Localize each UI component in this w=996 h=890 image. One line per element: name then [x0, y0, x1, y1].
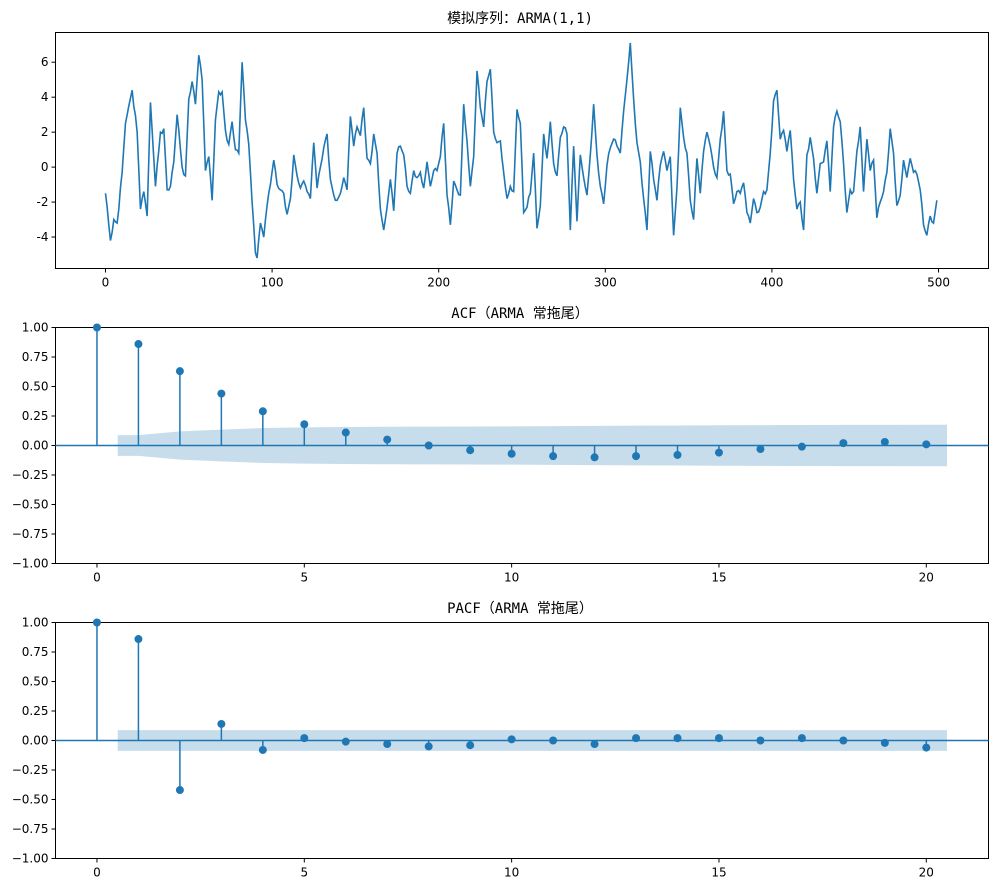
series-line [104, 42, 938, 259]
acf-point [507, 449, 516, 458]
pacf-y-tick-label: 1.00 [22, 616, 49, 630]
pacf-y-tick-label: −0.75 [12, 822, 49, 836]
series-x-tick-label: 500 [927, 276, 950, 290]
series-plot-frame [55, 32, 989, 269]
series-x-tick-label: 0 [102, 276, 110, 290]
pacf-y-tick-label: 0.50 [22, 675, 49, 689]
series-x-tick-label: 300 [594, 276, 617, 290]
acf-x-tick-label: 15 [711, 571, 726, 585]
acf-point [839, 439, 848, 448]
acf-y-tick-label: 0.25 [22, 409, 49, 423]
pacf-y-tick-label: 0.75 [22, 645, 49, 659]
pacf-x-tick-label: 20 [919, 866, 934, 880]
acf-panel: ACF（ARMA 常拖尾） 0 5 10 15 20 −1.00 −0.75 −0.50 −0.… [12, 306, 989, 585]
pacf-title: PACF（ARMA 常拖尾） [447, 601, 593, 617]
acf-y-tick-label: −1.00 [12, 557, 49, 571]
pacf-point [507, 735, 516, 744]
acf-y-tick-label: −0.25 [12, 468, 49, 482]
pacf-point [797, 734, 806, 743]
pacf-point [300, 734, 309, 743]
acf-point [756, 445, 765, 454]
acf-point [466, 446, 475, 455]
pacf-point [756, 736, 765, 745]
pacf-point [466, 741, 475, 750]
pacf-y-tick-label: −0.50 [12, 793, 49, 807]
pacf-x-tick-label: 0 [93, 866, 101, 880]
pacf-panel: PACF（ARMA 常拖尾） 0 5 10 15 20 −1.00 −0.75 −0.50 −0… [12, 601, 989, 880]
acf-y-tick-label: 0.00 [22, 439, 49, 453]
pacf-point [258, 745, 267, 754]
acf-point [341, 428, 350, 437]
acf-x-tick-label: 5 [300, 571, 308, 585]
acf-point [92, 323, 101, 332]
pacf-point [175, 786, 184, 795]
pacf-point [880, 738, 889, 747]
series-y-tick-label: 0 [41, 160, 49, 174]
series-y-tick-label: -4 [37, 230, 49, 244]
acf-point [258, 407, 267, 416]
series-axis-ticks: 0 100 200 300 400 500 -4 -2 0 2 4 6 [37, 55, 950, 289]
pacf-x-tick-label: 5 [300, 866, 308, 880]
series-y-tick-label: 6 [41, 55, 49, 69]
acf-point [590, 453, 599, 462]
pacf-point [134, 635, 143, 644]
acf-point [134, 340, 143, 349]
pacf-point [92, 618, 101, 627]
acf-point [175, 367, 184, 376]
acf-axis-ticks: 0 5 10 15 20 −1.00 −0.75 −0.50 −0.25 0.00 0.25 0.50… [12, 321, 934, 585]
pacf-x-tick-label: 15 [711, 866, 726, 880]
series-panel: 模拟序列：ARMA(1,1) 0 100 200 300 400 500 -4 -2 0 2 4 6 [37, 11, 989, 290]
pacf-y-tick-label: −0.25 [12, 763, 49, 777]
acf-point [632, 452, 641, 461]
pacf-point [217, 719, 226, 728]
acf-point [880, 437, 889, 446]
series-title: 模拟序列：ARMA(1,1) [447, 11, 593, 27]
pacf-point [714, 734, 723, 743]
pacf-point [922, 743, 931, 752]
acf-point [424, 441, 433, 450]
acf-y-tick-label: 1.00 [22, 321, 49, 335]
series-y-tick-label: -2 [37, 195, 49, 209]
pacf-point [673, 734, 682, 743]
pacf-point [424, 742, 433, 751]
acf-point [549, 452, 558, 461]
acf-point [922, 440, 931, 449]
acf-marks [55, 323, 989, 467]
acf-y-tick-label: 0.50 [22, 380, 49, 394]
acf-y-tick-label: −0.50 [12, 498, 49, 512]
acf-y-tick-label: 0.75 [22, 350, 49, 364]
series-x-tick-label: 100 [261, 276, 284, 290]
acf-x-tick-label: 0 [93, 571, 101, 585]
pacf-axis-ticks: 0 5 10 15 20 −1.00 −0.75 −0.50 −0.25 0.00 0.25 0.50… [12, 616, 934, 880]
pacf-point [341, 737, 350, 746]
acf-point [673, 450, 682, 459]
pacf-point [632, 734, 641, 743]
pacf-point [839, 736, 848, 745]
pacf-marks [55, 618, 989, 795]
acf-point [797, 442, 806, 451]
acf-point [714, 448, 723, 457]
acf-point [300, 420, 309, 429]
pacf-y-tick-label: −1.00 [12, 852, 49, 866]
pacf-y-tick-label: 0.25 [22, 704, 49, 718]
acf-x-tick-label: 20 [919, 571, 934, 585]
acf-y-tick-label: −0.75 [12, 527, 49, 541]
pacf-point [590, 740, 599, 749]
acf-x-tick-label: 10 [504, 571, 519, 585]
series-y-tick-label: 4 [41, 90, 49, 104]
pacf-point [383, 740, 392, 749]
acf-point [383, 435, 392, 444]
series-x-tick-label: 200 [427, 276, 450, 290]
pacf-y-tick-label: 0.00 [22, 734, 49, 748]
pacf-point [549, 736, 558, 745]
acf-point [217, 389, 226, 398]
series-x-tick-label: 400 [760, 276, 783, 290]
series-marks [104, 42, 938, 259]
pacf-x-tick-label: 10 [504, 866, 519, 880]
series-y-tick-label: 2 [41, 125, 49, 139]
acf-title: ACF（ARMA 常拖尾） [451, 306, 588, 322]
